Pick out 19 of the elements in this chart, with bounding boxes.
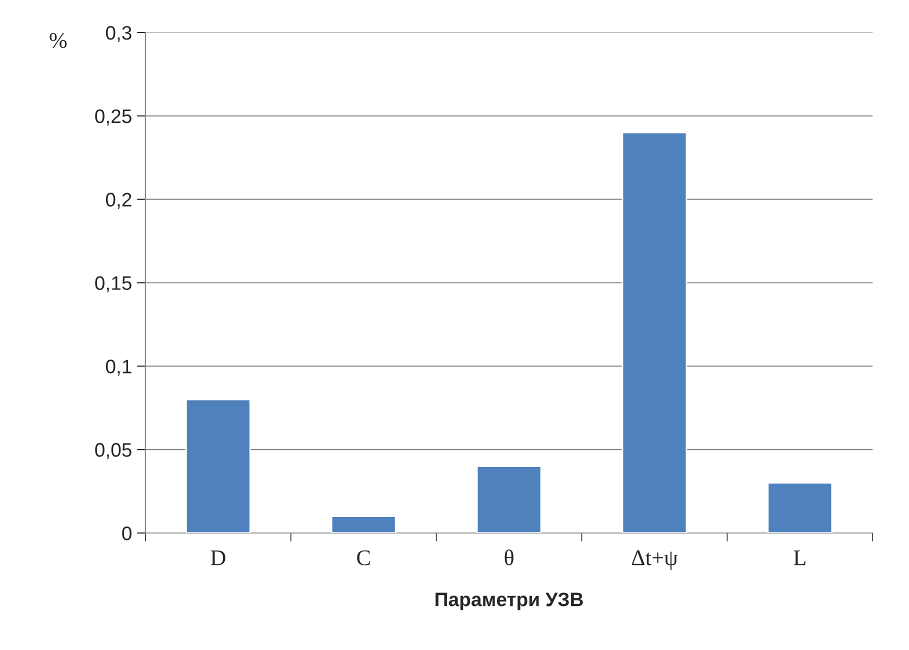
y-axis-title: % [50, 33, 67, 48]
x-tick-label: Δt+ψ [632, 550, 678, 570]
x-tick-label: θ [504, 550, 514, 566]
y-tick-label: 0,1 [106, 360, 132, 376]
y-tick-label: 0,2 [106, 192, 132, 209]
y-tick-label: 0,3 [106, 26, 132, 42]
y-tick-label: 0,15 [95, 276, 132, 292]
x-tick-label: C [357, 550, 370, 566]
x-tick-label: D [210, 550, 226, 566]
bar [767, 482, 833, 533]
x-axis-title: Параметри УЗВ [436, 592, 583, 610]
bar [330, 516, 396, 533]
y-tick-label: 0 [122, 526, 132, 540]
x-tick-label: L [794, 550, 806, 566]
bar [476, 466, 542, 533]
bar [185, 398, 251, 533]
y-tick-label: 0,05 [95, 443, 132, 460]
bar [622, 132, 688, 533]
y-tick-label: 0,25 [95, 109, 132, 126]
